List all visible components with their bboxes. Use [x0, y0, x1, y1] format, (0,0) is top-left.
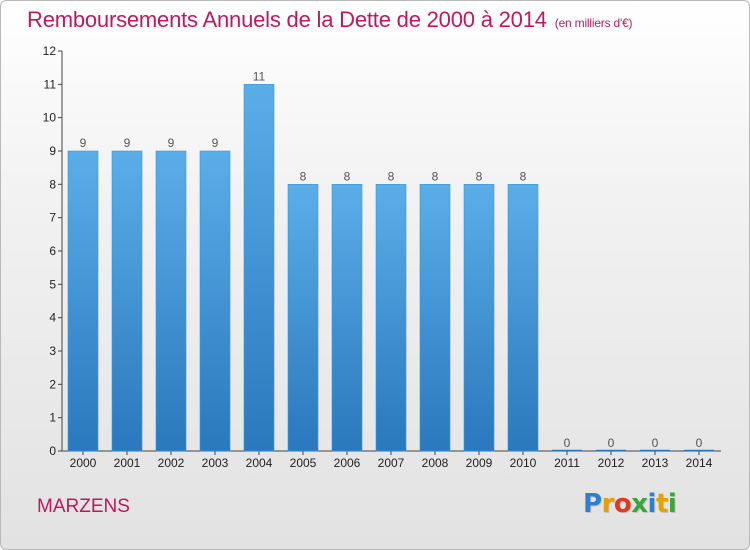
logo-letter: i [647, 489, 657, 519]
bar-2000 [67, 150, 99, 452]
x-tick-label: 2014 [686, 456, 713, 470]
bar-2007 [375, 184, 407, 452]
bar-2009 [463, 184, 495, 452]
y-tick-label: 0 [49, 444, 56, 458]
bar-2008 [419, 184, 451, 452]
chart-title-text: Remboursements Annuels de la Dette de 20… [27, 7, 547, 32]
y-tick-label: 4 [49, 311, 56, 325]
x-tick-label: 2013 [642, 456, 669, 470]
town-name: MARZENS [37, 496, 130, 517]
logo-letter: i [667, 489, 677, 519]
y-tick-label: 2 [49, 377, 56, 391]
chart-title: Remboursements Annuels de la Dette de 20… [27, 7, 633, 33]
x-tick-label: 2011 [554, 456, 580, 470]
x-tick-label: 2001 [114, 456, 141, 470]
data-label-2012: 0 [608, 436, 615, 450]
proxiti-logo: Proxiti [583, 489, 677, 519]
data-label-2002: 9 [168, 136, 175, 150]
x-tick-label: 2005 [290, 456, 317, 470]
x-tick-label: 2010 [510, 456, 537, 470]
data-label-2001: 9 [124, 136, 131, 150]
y-tick-label: 10 [43, 111, 57, 125]
y-tick-label: 5 [49, 277, 56, 291]
data-label-2007: 8 [388, 169, 395, 183]
x-tick-label: 2004 [246, 456, 273, 470]
data-label-2010: 8 [520, 169, 527, 183]
x-tick-label: 2000 [70, 456, 97, 470]
chart-unit: (en milliers d'€) [554, 16, 633, 30]
bar-2005 [287, 184, 319, 452]
x-tick-label: 2006 [334, 456, 361, 470]
y-tick-label: 12 [43, 44, 57, 58]
x-tick-label: 2002 [158, 456, 185, 470]
x-tick-label: 2009 [466, 456, 493, 470]
logo-letter: r [601, 489, 615, 519]
y-tick-label: 8 [49, 177, 56, 191]
logo-letter: o [613, 489, 632, 519]
x-tick-label: 2007 [378, 456, 405, 470]
data-label-2004: 11 [253, 69, 266, 83]
y-tick-label: 7 [49, 211, 56, 225]
bar-2003 [199, 150, 231, 452]
logo-letter: t [655, 489, 668, 519]
x-tick-label: 2003 [202, 456, 229, 470]
bar-2006 [331, 184, 363, 452]
data-label-2006: 8 [344, 169, 351, 183]
data-label-2014: 0 [696, 436, 703, 450]
data-label-2011: 0 [564, 436, 571, 450]
y-tick-label: 1 [49, 411, 56, 425]
data-label-2005: 8 [300, 169, 307, 183]
data-label-2009: 8 [476, 169, 483, 183]
bar-2010 [507, 184, 539, 452]
bar-2004 [243, 84, 275, 452]
labels: 9 2000 9 2001 9 2002 9 2003 11 2004 8 2005 8 2006 8 200… [70, 69, 713, 470]
data-label-2008: 8 [432, 169, 439, 183]
x-tick-label: 2012 [598, 456, 625, 470]
logo-letter: x [631, 489, 648, 519]
bar-2002 [155, 150, 187, 452]
x-tick-label: 2008 [422, 456, 449, 470]
y-tick-label: 9 [49, 144, 56, 158]
logo-letter: P [583, 489, 602, 519]
bar-2001 [111, 150, 143, 452]
data-label-2003: 9 [212, 136, 219, 150]
bars [67, 84, 714, 452]
y-tick-label: 3 [49, 344, 56, 358]
y-tick-label: 11 [44, 77, 57, 91]
data-label-2000: 9 [80, 136, 87, 150]
data-label-2013: 0 [652, 436, 659, 450]
y-tick-label: 6 [49, 244, 56, 258]
